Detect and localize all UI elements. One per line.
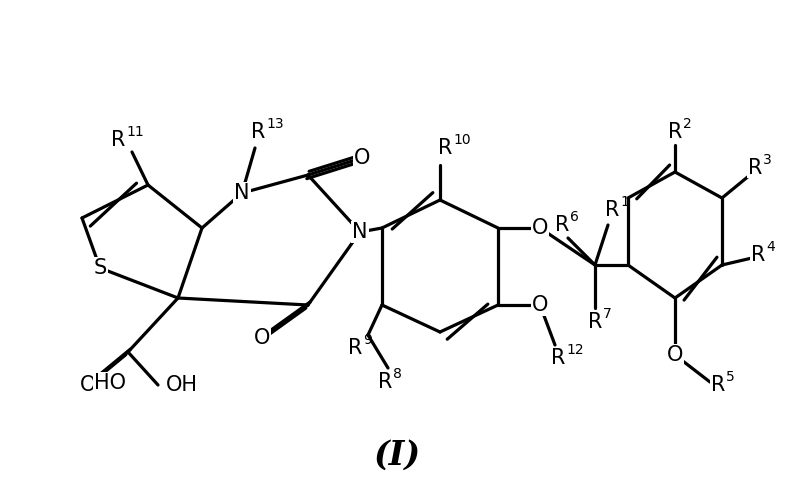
Text: R: R [378, 372, 392, 392]
Text: R: R [668, 122, 682, 142]
Text: 5: 5 [726, 370, 735, 384]
Text: 8: 8 [393, 367, 402, 381]
Text: 12: 12 [566, 343, 584, 357]
Text: R: R [551, 348, 565, 368]
Text: O: O [253, 328, 270, 348]
Text: 6: 6 [570, 210, 579, 224]
Text: OH: OH [166, 375, 198, 395]
Text: 7: 7 [603, 307, 612, 321]
Text: R: R [347, 338, 362, 358]
Text: 13: 13 [266, 117, 284, 131]
Text: O: O [80, 375, 96, 395]
Text: N: N [352, 222, 367, 242]
Text: 11: 11 [126, 125, 144, 139]
Text: O: O [354, 148, 370, 168]
Text: 2: 2 [683, 117, 692, 131]
Text: 4: 4 [766, 240, 775, 254]
Text: 10: 10 [453, 133, 471, 147]
Text: R: R [588, 312, 603, 332]
Text: R: R [438, 138, 452, 158]
Text: 9: 9 [363, 333, 372, 347]
Text: R: R [748, 158, 762, 178]
Text: O: O [532, 218, 548, 238]
Text: R: R [111, 130, 125, 150]
Text: 3: 3 [764, 153, 772, 167]
Text: HO: HO [94, 373, 126, 393]
Text: O: O [667, 345, 683, 365]
Text: (I): (I) [375, 438, 422, 471]
Text: 1: 1 [620, 195, 629, 209]
Text: R: R [751, 245, 765, 265]
Text: R: R [711, 375, 725, 395]
Text: R: R [555, 215, 569, 235]
Text: S: S [93, 258, 107, 278]
Text: N: N [234, 183, 249, 203]
Text: R: R [605, 200, 619, 220]
Text: O: O [532, 295, 548, 315]
Text: R: R [251, 122, 265, 142]
